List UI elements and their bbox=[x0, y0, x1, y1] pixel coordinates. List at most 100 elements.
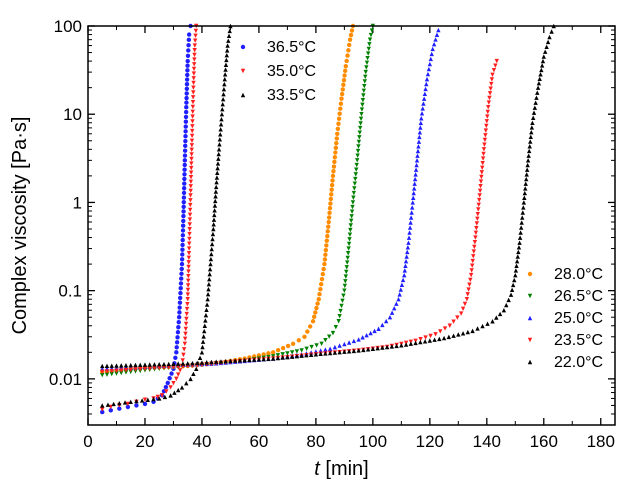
x-tick-label: 80 bbox=[306, 432, 325, 451]
data-point-interp bbox=[407, 230, 412, 235]
data-point-interp bbox=[403, 342, 409, 347]
data-point-interp bbox=[341, 77, 347, 83]
data-point-interp bbox=[520, 210, 525, 215]
data-point bbox=[359, 112, 364, 117]
data-point-interp bbox=[344, 269, 349, 275]
data-point-interp bbox=[183, 326, 189, 332]
data-point-interp bbox=[415, 153, 420, 158]
legends: 36.5°C 35.0°C 33.5°C 28.0°C 26.5°C 25.0°C 23.5… bbox=[240, 39, 603, 371]
data-point-interp bbox=[128, 362, 133, 368]
data-point-interp bbox=[319, 276, 325, 282]
data-point-interp bbox=[183, 321, 189, 327]
data-point-interp bbox=[182, 153, 188, 158]
data-point-interp bbox=[218, 132, 223, 137]
data-point-interp bbox=[402, 268, 408, 273]
data-point-interp bbox=[330, 178, 335, 183]
data-point-interp bbox=[338, 101, 344, 106]
data-point-interp bbox=[432, 337, 437, 342]
data-point-interp bbox=[357, 125, 363, 131]
data-point-interp bbox=[408, 215, 414, 220]
data-point-interp bbox=[275, 353, 281, 358]
data-point bbox=[354, 158, 360, 163]
data-point-interp bbox=[504, 302, 509, 308]
data-point-interp bbox=[532, 105, 538, 110]
x-tick-label: 140 bbox=[473, 432, 501, 451]
data-point-interp bbox=[485, 114, 490, 119]
data-point-interp bbox=[180, 358, 185, 363]
data-point bbox=[191, 85, 196, 90]
data-point-interp bbox=[186, 278, 191, 283]
series-23.5°C bbox=[100, 58, 499, 375]
data-point-interp bbox=[358, 121, 363, 126]
data-point-interp bbox=[182, 162, 187, 168]
data-point-interp bbox=[491, 68, 497, 73]
data-point-interp bbox=[462, 301, 468, 307]
data-point-interp bbox=[191, 62, 197, 67]
data-point-interp bbox=[423, 335, 428, 340]
data-point-interp bbox=[480, 160, 485, 166]
data-point-interp bbox=[174, 340, 180, 345]
data-point-interp bbox=[147, 366, 152, 371]
data-point bbox=[494, 58, 499, 64]
data-point-interp bbox=[370, 346, 376, 351]
data-point bbox=[481, 147, 487, 152]
data-point bbox=[125, 404, 131, 410]
data-point-interp bbox=[183, 331, 188, 337]
data-point-interp bbox=[392, 306, 397, 311]
data-point-interp bbox=[226, 33, 232, 38]
data-point-interp bbox=[328, 201, 333, 206]
data-point-interp bbox=[350, 204, 355, 210]
data-point bbox=[182, 158, 188, 163]
x-tick-label: 40 bbox=[192, 432, 211, 451]
x-axis-title: t [min] bbox=[314, 458, 368, 480]
data-point-interp bbox=[345, 251, 351, 256]
data-point-interp bbox=[455, 315, 460, 320]
data-point-interp bbox=[119, 370, 124, 376]
data-point-interp bbox=[223, 62, 229, 67]
data-point bbox=[290, 341, 296, 346]
data-point-interp bbox=[176, 325, 181, 330]
x-tick-label: 0 bbox=[83, 432, 92, 451]
data-point-interp bbox=[516, 249, 521, 255]
data-point-interp bbox=[338, 106, 343, 111]
data-point-interp bbox=[185, 287, 191, 293]
data-point-interp bbox=[531, 115, 536, 120]
data-point-interp bbox=[109, 371, 114, 377]
data-point-interp bbox=[418, 339, 423, 345]
data-point-interp bbox=[485, 321, 490, 326]
data-point-interp bbox=[206, 281, 212, 287]
data-point-interp bbox=[353, 176, 358, 182]
data-point-interp bbox=[261, 356, 266, 362]
data-point-interp bbox=[184, 77, 190, 82]
data-point-interp bbox=[155, 394, 160, 400]
data-point-interp bbox=[109, 363, 114, 368]
data-point-interp bbox=[188, 175, 194, 180]
data-point bbox=[322, 261, 327, 267]
data-point-interp bbox=[331, 164, 337, 169]
legend-label: 22.0°C bbox=[554, 354, 603, 371]
data-point-interp bbox=[487, 91, 493, 96]
y-tick-label: 10 bbox=[63, 105, 82, 124]
data-point bbox=[189, 138, 195, 143]
data-point-interp bbox=[323, 338, 328, 343]
data-point-interp bbox=[181, 199, 186, 205]
data-point-interp bbox=[327, 205, 333, 211]
data-point-interp bbox=[351, 338, 357, 344]
data-point-interp bbox=[307, 324, 313, 329]
data-point-interp bbox=[359, 107, 365, 112]
data-point-interp bbox=[332, 159, 337, 165]
data-point-interp bbox=[358, 116, 364, 122]
data-point-interp bbox=[360, 102, 365, 108]
data-point-interp bbox=[549, 29, 554, 34]
data-point-interp bbox=[518, 230, 523, 235]
data-point-interp bbox=[469, 268, 474, 273]
data-point bbox=[436, 27, 441, 33]
data-point-interp bbox=[189, 161, 194, 166]
data-point-interp bbox=[203, 312, 209, 318]
data-point-interp bbox=[343, 274, 349, 279]
data-point-interp bbox=[367, 42, 372, 47]
data-point-interp bbox=[176, 372, 181, 377]
data-point-interp bbox=[465, 292, 470, 297]
data-point-interp bbox=[324, 243, 329, 248]
data-point-interp bbox=[333, 145, 339, 151]
